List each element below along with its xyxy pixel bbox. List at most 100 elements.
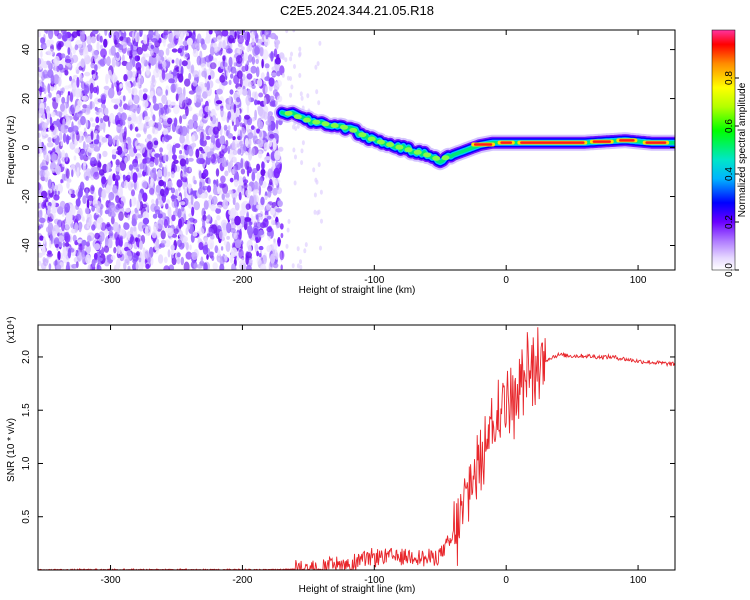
noise-speck	[136, 32, 140, 42]
noise-speck	[275, 119, 279, 130]
noise-speck	[194, 94, 197, 104]
noise-speck	[85, 254, 91, 264]
noise-speck	[163, 128, 169, 136]
noise-speck	[185, 157, 189, 165]
noise-speck	[127, 143, 132, 150]
noise-speck	[272, 140, 277, 151]
noise-speck	[84, 207, 90, 215]
noise-speck	[220, 107, 224, 118]
noise-speck	[132, 31, 135, 41]
noise-speck	[219, 263, 225, 270]
noise-speck	[195, 85, 202, 96]
noise-speck	[239, 228, 242, 240]
noise-speck	[50, 168, 56, 173]
noise-speck	[167, 249, 171, 258]
ridge-blob	[321, 121, 330, 127]
colorbar-ticks: 0.0 0.2 0.4 0.6 0.8	[724, 71, 739, 277]
noise-speck	[185, 132, 189, 142]
x-tick-label: 0	[503, 275, 509, 286]
y-tick-label: -20	[21, 189, 32, 204]
noise-speck	[193, 121, 198, 130]
noise-speck	[170, 187, 176, 194]
noise-speck	[151, 74, 156, 84]
noise-speck	[49, 240, 52, 249]
noise-speck	[127, 181, 133, 191]
y-tick-label: 1.0	[21, 456, 32, 470]
noise-speck	[119, 160, 127, 172]
noise-speck	[265, 171, 269, 179]
noise-speck	[254, 244, 259, 253]
noise-speck	[234, 239, 242, 249]
ridge-blob	[386, 142, 395, 148]
noise-speck	[316, 61, 320, 67]
noise-speck	[55, 165, 61, 175]
noise-speck	[79, 73, 83, 82]
noise-speck	[222, 222, 227, 231]
noise-speck	[155, 184, 161, 193]
noise-speck	[217, 188, 223, 195]
x-tick-label: -100	[364, 575, 384, 586]
noise-speck	[202, 219, 206, 230]
noise-speck	[296, 123, 300, 129]
noise-speck	[266, 226, 273, 233]
spectrogram-frame	[37, 29, 676, 271]
noise-speck	[256, 163, 261, 171]
noise-speck	[171, 122, 176, 133]
noise-speck	[46, 118, 50, 126]
x-tick-label: -200	[232, 275, 252, 286]
noise-speck	[92, 86, 98, 94]
noise-speck	[292, 124, 295, 130]
noise-speck	[98, 153, 102, 159]
noise-speck	[38, 107, 45, 115]
noise-speck	[296, 263, 300, 269]
noise-speck	[107, 69, 112, 80]
noise-speck	[113, 104, 119, 110]
noise-speck	[298, 52, 301, 58]
noise-speck	[161, 69, 166, 81]
noise-speck	[237, 34, 244, 45]
noise-speck	[98, 141, 102, 148]
noise-speck	[185, 251, 193, 260]
noise-speck	[255, 137, 259, 145]
noise-speck	[272, 187, 278, 196]
noise-speck	[42, 44, 47, 49]
snr-marks	[38, 327, 675, 570]
noise-speck	[38, 113, 42, 118]
x-tick-label: 100	[630, 275, 647, 286]
noise-speck	[138, 155, 143, 165]
noise-speck	[138, 192, 143, 202]
noise-speck	[230, 66, 237, 74]
noise-speck	[210, 204, 217, 212]
noise-speck	[223, 240, 228, 246]
noise-speck	[248, 42, 253, 52]
noise-speck	[132, 51, 138, 56]
noise-speck	[101, 188, 107, 199]
ridge-blob	[358, 132, 367, 138]
noise-speck	[116, 139, 119, 148]
noise-speck	[135, 145, 141, 150]
noise-speck	[235, 55, 243, 64]
noise-speck	[260, 47, 264, 57]
noise-speck	[45, 152, 52, 162]
ridge-blob	[349, 127, 358, 133]
noise-speck	[276, 70, 281, 77]
noise-speck	[249, 259, 253, 264]
noise-speck	[123, 262, 127, 270]
noise-speck	[115, 166, 121, 172]
noise-speck	[117, 188, 123, 198]
noise-speck	[53, 194, 60, 201]
noise-speck	[70, 193, 76, 198]
noise-speck	[262, 218, 269, 228]
noise-speck	[175, 34, 180, 39]
noise-speck	[116, 227, 121, 235]
noise-speck	[85, 188, 89, 199]
noise-speck	[96, 264, 102, 270]
noise-speck	[66, 181, 70, 189]
noise-speck	[128, 244, 133, 250]
noise-speck	[186, 220, 191, 230]
noise-speck	[69, 75, 72, 82]
noise-speck	[263, 30, 271, 38]
noise-speck	[76, 76, 80, 88]
noise-speck	[207, 178, 211, 185]
noise-speck	[200, 63, 207, 70]
